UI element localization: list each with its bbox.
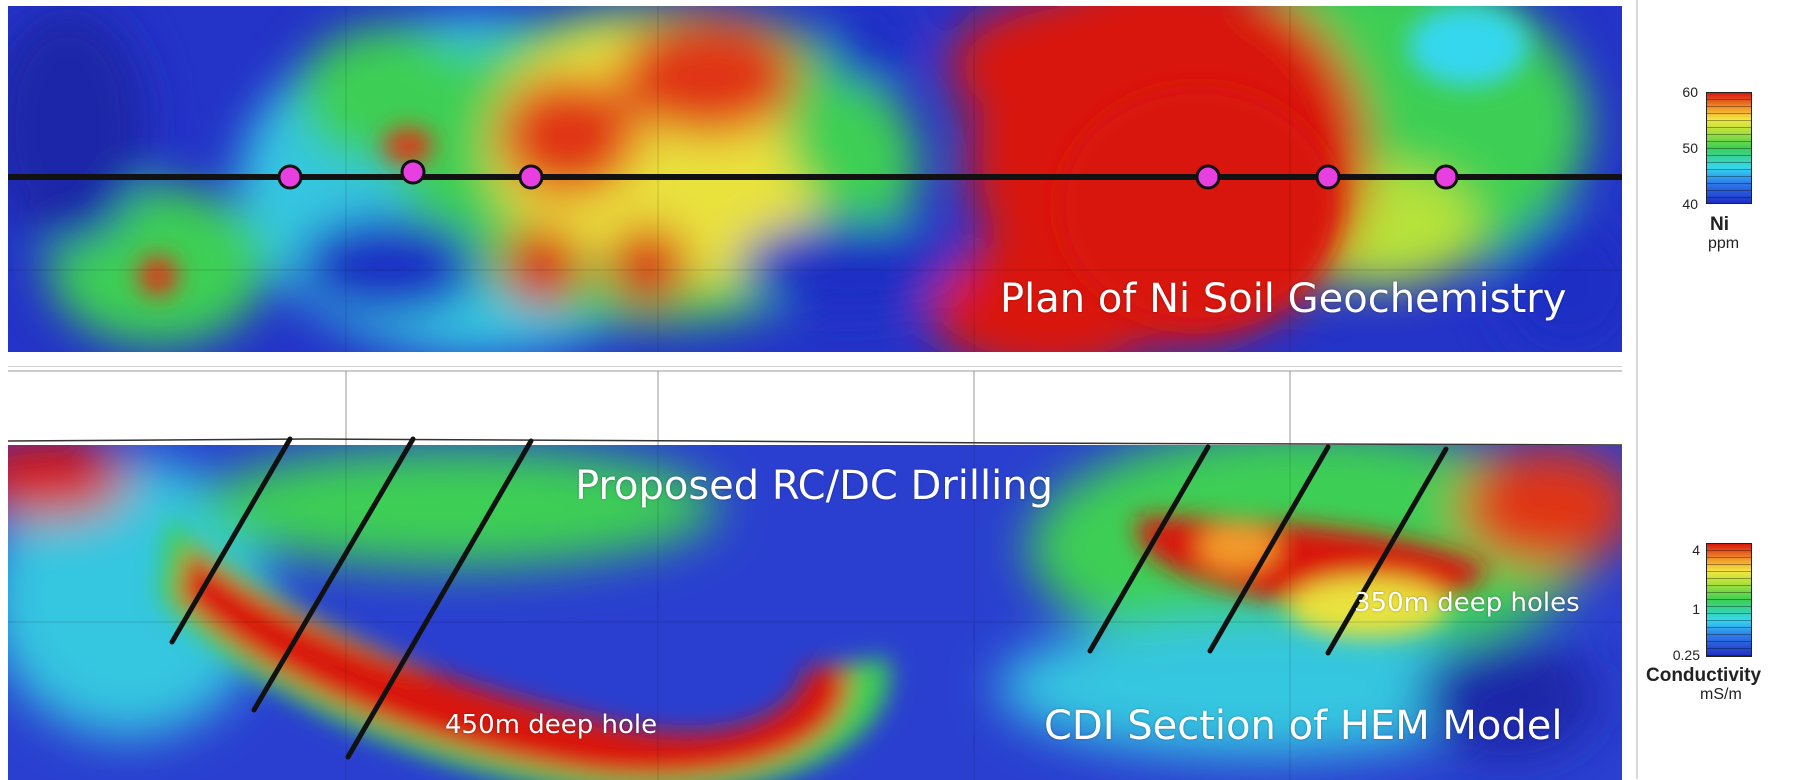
- collar-marker-4[interactable]: [1195, 164, 1221, 190]
- conductivity-tick: 1: [1692, 601, 1700, 617]
- ni-legend: 60 50 40 Ni ppm: [1648, 84, 1778, 270]
- conductivity-field: [8, 445, 1622, 757]
- conductivity-tick: 0.25: [1672, 647, 1700, 663]
- conductivity-tick: 4: [1692, 542, 1700, 558]
- deep-hole-label: 450m deep hole: [445, 710, 658, 740]
- collar-marker-2[interactable]: [400, 159, 426, 185]
- conductivity-color-bar: [1706, 543, 1752, 657]
- drill-collar-markers: [277, 159, 1459, 190]
- ni-soil-plan-map: [8, 6, 1622, 352]
- ni-tick: 40: [1682, 196, 1698, 212]
- ni-tick: 50: [1682, 140, 1698, 156]
- ni-color-bar: [1706, 92, 1752, 204]
- legend-divider: [1636, 0, 1638, 779]
- drill-hole-1[interactable]: [169, 436, 293, 645]
- deep-holes-label: 350m deep holes: [1354, 588, 1580, 618]
- drill-holes: [169, 436, 1449, 760]
- drilling-title: Proposed RC/DC Drilling: [575, 463, 1053, 509]
- conductivity-legend-unit: mS/m: [1700, 686, 1742, 703]
- collar-marker-5[interactable]: [1315, 164, 1341, 190]
- conductivity-legend: 4 1 0.25 Conductivity mS/m: [1640, 535, 1790, 715]
- drill-hole-5[interactable]: [1207, 444, 1331, 654]
- cdi-section-panel: [8, 366, 1622, 780]
- ni-tick: 60: [1682, 84, 1698, 100]
- collar-marker-1[interactable]: [277, 164, 303, 190]
- collar-marker-6[interactable]: [1433, 164, 1459, 190]
- drill-hole-6[interactable]: [1325, 446, 1449, 656]
- section-header-ticks: [8, 370, 1622, 445]
- topography-line: [8, 438, 1622, 446]
- collar-marker-3[interactable]: [518, 164, 544, 190]
- ni-heatmap-svg: [8, 6, 1622, 352]
- cdi-section-svg: [8, 367, 1622, 780]
- drill-hole-4[interactable]: [1087, 444, 1211, 654]
- conductivity-legend-title: Conductivity: [1646, 665, 1762, 686]
- ni-legend-unit: ppm: [1708, 235, 1740, 252]
- section-title: CDI Section of HEM Model: [1044, 703, 1563, 749]
- drill-hole-3[interactable]: [345, 438, 534, 760]
- tiny-label: [1685, 12, 1686, 18]
- drill-hole-2[interactable]: [251, 436, 416, 713]
- plan-title: Plan of Ni Soil Geochemistry: [1000, 276, 1567, 322]
- ni-legend-title: Ni: [1710, 214, 1729, 235]
